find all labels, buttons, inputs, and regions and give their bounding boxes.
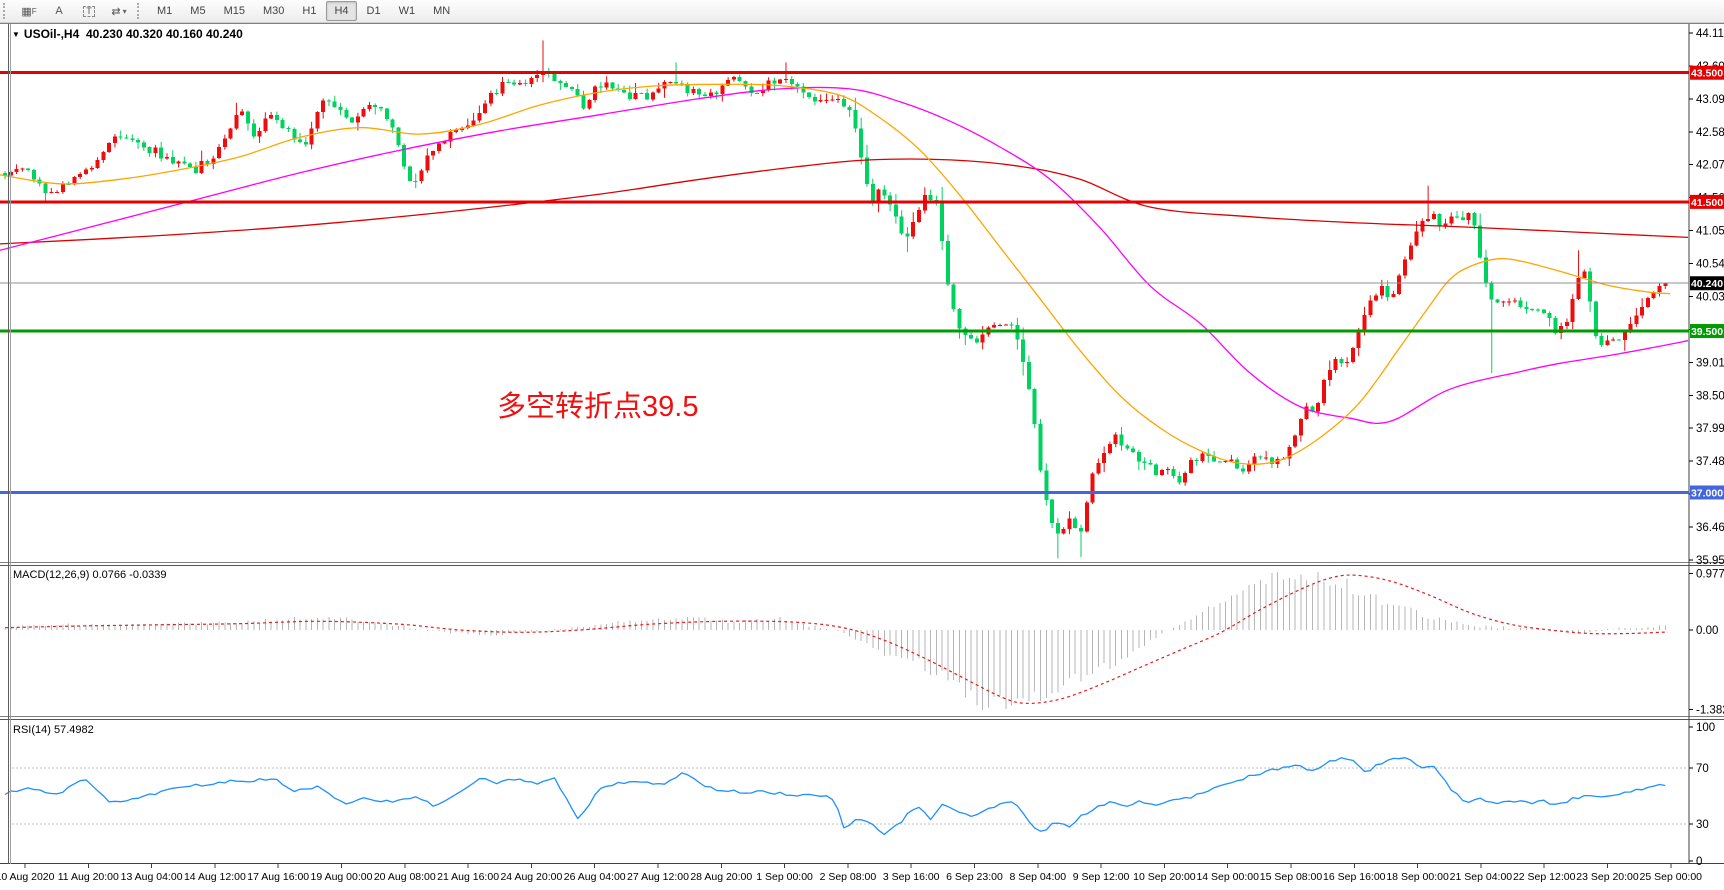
- collapse-arrow-icon[interactable]: ▼: [12, 30, 20, 39]
- chart-svg: 44.11543.60543.09542.58542.07541.56541.0…: [0, 23, 1724, 883]
- timeframe-button-h1[interactable]: H1: [302, 5, 317, 17]
- macd-signal-line: [4, 574, 1669, 704]
- x-tick-label: 27 Aug 12:00: [627, 871, 689, 883]
- y-tick-label: 40.545: [1696, 259, 1724, 271]
- timeframe-button-m15[interactable]: M15: [223, 5, 245, 17]
- timeframe-button-m5[interactable]: M5: [190, 5, 206, 17]
- macd-tick-label: -1.382: [1696, 705, 1724, 717]
- rsi-line: [4, 757, 1666, 836]
- symbol-label: USOil-,H4: [23, 27, 80, 41]
- toolbar-grip[interactable]: [3, 3, 11, 19]
- price-tag-label: 43.500: [1691, 68, 1723, 80]
- macd-indicator-label: MACD(12,26,9) 0.0766 -0.0339: [13, 569, 167, 581]
- x-tick-label: 26 Aug 04:00: [564, 871, 626, 883]
- x-tick-label: 8 Sep 04:00: [1009, 871, 1066, 883]
- x-tick-label: 17 Aug 16:00: [247, 871, 309, 883]
- grid-f-icon[interactable]: ▦ F: [21, 5, 37, 18]
- x-tick-label: 2 Sep 08:00: [820, 871, 877, 883]
- rsi-tick-label: 30: [1696, 819, 1709, 831]
- price-tag: [1690, 194, 1724, 209]
- price-tag: [1690, 276, 1724, 291]
- rsi-tick-label: 0: [1696, 856, 1702, 868]
- timeframe-group: M1 M5 M15 M30 H1 H4 D1 W1 MN: [148, 1, 459, 21]
- x-tick-label: 14 Sep 00:00: [1196, 871, 1259, 883]
- ohlc-values: 40.230 40.320 40.160 40.240: [85, 27, 243, 41]
- y-tick-label: 36.465: [1696, 522, 1724, 534]
- x-tick-label: 21 Sep 04:00: [1450, 871, 1513, 883]
- x-tick-label: 10 Aug 2020: [0, 871, 55, 883]
- timeframe-button-m30[interactable]: M30: [262, 5, 285, 17]
- macd-tick-label: 0.00: [1696, 625, 1718, 637]
- x-tick-label: 10 Sep 20:00: [1133, 871, 1196, 883]
- dropdown-caret-icon[interactable]: ▾: [122, 6, 127, 16]
- x-tick-label: 23 Sep 20:00: [1576, 871, 1639, 883]
- x-tick-label: 25 Sep 00:00: [1640, 871, 1703, 883]
- y-tick-label: 41.055: [1696, 226, 1724, 238]
- x-tick-label: 14 Aug 12:00: [184, 871, 246, 883]
- x-tick-label: 28 Aug 20:00: [690, 871, 752, 883]
- x-tick-label: 18 Sep 00:00: [1386, 871, 1449, 883]
- x-tick-label: 9 Sep 12:00: [1073, 871, 1130, 883]
- chart-title: ▼ USOil-,H4 40.230 40.320 40.160 40.240: [12, 27, 243, 41]
- x-tick-label: 22 Sep 12:00: [1513, 871, 1576, 883]
- y-tick-label: 42.075: [1696, 160, 1724, 172]
- timeframe-button-w1[interactable]: W1: [398, 5, 416, 17]
- y-tick-label: 37.485: [1696, 456, 1724, 468]
- x-tick-label: 24 Aug 20:00: [500, 871, 562, 883]
- candles-group: [3, 40, 1668, 559]
- cursor-arrows-icon[interactable]: ⇄ ▾: [111, 5, 127, 18]
- x-tick-label: 13 Aug 04:00: [121, 871, 183, 883]
- macd-tick-label: 0.9779: [1696, 569, 1724, 581]
- price-tag: [1690, 485, 1724, 500]
- chart-annotation-text: 多空转折点39.5: [497, 391, 699, 423]
- price-tag: [1690, 324, 1724, 339]
- toolbar-icon-group: ▦ F A T ⇄ ▾: [14, 1, 134, 21]
- y-tick-label: 39.015: [1696, 357, 1724, 369]
- rsi-indicator-label: RSI(14) 57.4982: [13, 724, 94, 736]
- x-tick-label: 6 Sep 23:00: [946, 871, 1003, 883]
- x-tick-label: 11 Aug 20:00: [58, 871, 119, 883]
- macd-histogram: [4, 571, 1666, 711]
- price-tag-label: 37.000: [1691, 487, 1723, 499]
- timeframe-button-m1[interactable]: M1: [157, 5, 173, 17]
- ma-slow-red: [0, 158, 1689, 245]
- y-tick-label: 44.115: [1696, 28, 1724, 40]
- ma-fast-orange: [0, 83, 1671, 465]
- x-tick-label: 3 Sep 16:00: [883, 871, 940, 883]
- x-tick-label: 21 Aug 16:00: [437, 871, 499, 883]
- rsi-tick-label: 70: [1696, 763, 1709, 775]
- rsi-tick-label: 100: [1696, 722, 1715, 734]
- price-tag-label: 40.240: [1691, 278, 1723, 290]
- x-tick-label: 1 Sep 00:00: [756, 871, 813, 883]
- price-tag-label: 39.500: [1691, 326, 1723, 338]
- timeframe-button-h4[interactable]: H4: [326, 1, 357, 21]
- x-tick-label: 16 Sep 16:00: [1323, 871, 1386, 883]
- text-a-icon[interactable]: A: [55, 5, 63, 17]
- y-tick-label: 43.095: [1696, 94, 1724, 106]
- text-box-icon[interactable]: T: [75, 1, 103, 21]
- y-tick-label: 38.505: [1696, 390, 1724, 402]
- y-tick-label: 42.585: [1696, 127, 1724, 139]
- toolbar-grip[interactable]: [137, 3, 145, 19]
- y-tick-label: 37.995: [1696, 423, 1724, 435]
- timeframe-button-d1[interactable]: D1: [366, 5, 381, 17]
- toolbar: ▦ F A T ⇄ ▾ M1 M5 M15 M30 H1 H4 D1 W1 MN: [0, 0, 1724, 23]
- x-tick-label: 15 Sep 08:00: [1260, 871, 1323, 883]
- y-tick-label: 40.035: [1696, 291, 1724, 303]
- timeframe-button-mn[interactable]: MN: [433, 5, 451, 17]
- y-tick-label: 35.955: [1696, 555, 1724, 567]
- x-tick-label: 20 Aug 08:00: [374, 871, 436, 883]
- x-tick-label: 19 Aug 00:00: [311, 871, 373, 883]
- price-tag-label: 41.500: [1691, 197, 1723, 209]
- price-tag: [1690, 65, 1724, 80]
- ma-mid-magenta: [0, 86, 1689, 424]
